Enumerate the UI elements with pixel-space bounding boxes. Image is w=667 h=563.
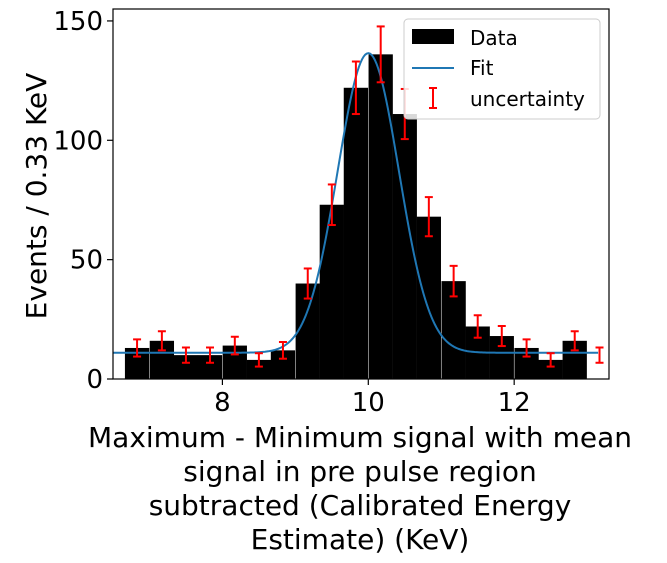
histogram-bar-10 bbox=[368, 54, 393, 380]
errorbar-12 bbox=[424, 196, 433, 238]
x-axis-label: Maximum - Minimum signal with mean signa… bbox=[88, 421, 632, 556]
histogram-bar-12 bbox=[416, 216, 441, 379]
errorbar-7 bbox=[303, 267, 312, 300]
histogram-bar-2 bbox=[173, 355, 199, 379]
x-axis-label-line-1: Maximum - Minimum signal with mean bbox=[88, 421, 632, 454]
errorbar-5 bbox=[254, 352, 263, 368]
axis-ticks: 8 10 12 0 50 100 150 bbox=[53, 7, 530, 418]
axes-frame bbox=[112, 8, 610, 380]
histogram-bar-8 bbox=[319, 204, 344, 379]
y-tick-label-1: 50 bbox=[70, 246, 103, 276]
errorbar-9 bbox=[351, 60, 360, 116]
legend-uncertainty-label: uncertainty bbox=[470, 87, 585, 111]
histogram-bar-3 bbox=[197, 355, 223, 379]
errorbar-10 bbox=[376, 25, 385, 84]
y-tick-label-0: 0 bbox=[86, 365, 103, 395]
legend: Data Fit uncertainty bbox=[403, 18, 601, 120]
errorbar-17 bbox=[546, 352, 555, 368]
errorbar-6 bbox=[278, 341, 287, 360]
x-axis-label-line-4: Estimate) (KeV) bbox=[251, 523, 470, 556]
legend-data-swatch bbox=[412, 29, 454, 44]
errorbar-0 bbox=[133, 338, 142, 358]
x-tick-label-0: 8 bbox=[214, 388, 231, 418]
errorbar-4 bbox=[230, 335, 239, 356]
histogram-bar-13 bbox=[441, 281, 466, 379]
errorbar-15 bbox=[497, 325, 506, 348]
x-axis-label-line-2: signal in pre pulse region bbox=[183, 455, 537, 488]
errorbar-19 bbox=[595, 346, 604, 364]
errorbar-3 bbox=[206, 346, 215, 364]
errorbar-2 bbox=[181, 346, 190, 364]
errorbar-18 bbox=[570, 330, 579, 352]
histogram-bar-9 bbox=[343, 87, 369, 379]
uncertainty-errorbars bbox=[133, 25, 604, 368]
legend-fit-label: Fit bbox=[470, 56, 494, 80]
errorbar-8 bbox=[327, 183, 336, 227]
y-tick-label-2: 100 bbox=[53, 126, 103, 156]
y-tick-label-3: 150 bbox=[53, 7, 103, 37]
x-tick-label-1: 10 bbox=[352, 388, 385, 418]
errorbar-13 bbox=[449, 264, 458, 298]
x-tick-label-2: 12 bbox=[498, 388, 531, 418]
x-axis-label-line-3: subtracted (Calibrated Energy bbox=[149, 489, 572, 522]
errorbar-14 bbox=[473, 314, 482, 339]
histogram-bar-17 bbox=[538, 359, 563, 379]
legend-data-label: Data bbox=[470, 26, 518, 50]
histogram-bars bbox=[124, 54, 587, 380]
y-axis-label: Events / 0.33 KeV bbox=[20, 73, 53, 320]
errorbar-1 bbox=[157, 330, 166, 352]
legend-uncertainty-swatch bbox=[429, 87, 437, 109]
errorbar-16 bbox=[522, 338, 531, 358]
histogram-bar-5 bbox=[246, 359, 272, 379]
